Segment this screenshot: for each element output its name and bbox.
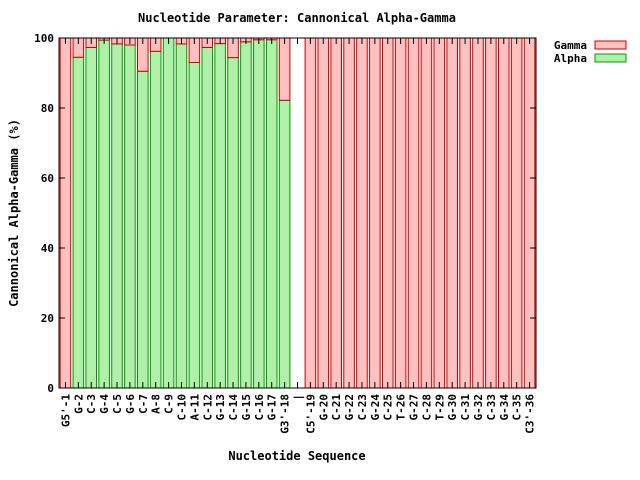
x-tick-label: A-11 (188, 394, 201, 421)
x-tick-label: C-23 (356, 394, 369, 421)
y-tick-label: 80 (41, 102, 54, 115)
x-tick-label: C-12 (201, 394, 214, 421)
x-tick-label: C-28 (420, 394, 433, 421)
bar-alpha-5 (124, 44, 136, 389)
x-tick-label: G-27 (408, 394, 421, 421)
bar-alpha-12 (214, 43, 226, 389)
bar-alpha-11 (201, 46, 214, 389)
bar-alpha-9 (175, 43, 188, 389)
x-tick-label: C-35 (511, 394, 524, 421)
x-tick-label: C-5 (111, 394, 124, 414)
bar-alpha-8 (162, 37, 175, 389)
chart-title: Nucleotide Parameter: Cannonical Alpha-G… (138, 11, 456, 25)
x-tick-label: G-30 (446, 394, 459, 421)
bar-gamma-24 (369, 37, 381, 389)
bar-alpha-4 (111, 43, 123, 389)
y-tick-label: 0 (47, 382, 54, 395)
bar-gamma-27 (407, 37, 420, 389)
bar-gamma-25 (381, 37, 394, 389)
bar-alpha-10 (188, 62, 201, 389)
x-axis: G5'-1 G-2 C-3 G-4 C-5 G-6 C-7 A-8 C-9 C-10 A-11 C-1… (59, 38, 537, 434)
bar-alpha-14 (240, 41, 252, 389)
bar-alpha-13 (227, 57, 239, 389)
bar-gamma-29 (433, 37, 446, 389)
y-axis: 0 20 40 60 80 100 (34, 32, 536, 395)
x-tick-label: C3'-36 (524, 394, 537, 434)
bar-gamma-31 (459, 37, 471, 389)
bar-gamma-30 (446, 37, 458, 389)
x-tick-label: T-26 (395, 394, 408, 421)
x-tick-label: C-16 (253, 394, 266, 421)
x-tick-label: G-2 (72, 394, 85, 414)
bar-gamma-35 (510, 37, 523, 389)
legend-swatch-gamma (594, 40, 627, 50)
bar-alpha-17 (278, 99, 291, 389)
bar-gamma-26 (394, 37, 407, 389)
bar-alpha-7 (149, 50, 162, 389)
bar-gamma-0 (59, 37, 72, 389)
x-tick-label: C-10 (175, 394, 188, 421)
y-axis-label: Cannonical Alpha-Gamma (%) (7, 119, 21, 307)
x-tick-label: G-4 (98, 394, 111, 414)
x-tick-label: G-6 (124, 394, 137, 414)
x-tick-label: G-34 (498, 394, 511, 421)
x-tick-label: T-29 (433, 394, 446, 421)
x-tick-label: G-17 (266, 394, 279, 421)
y-tick-label: 60 (41, 172, 54, 185)
bar-alpha-15 (253, 39, 265, 389)
y-tick-label: 100 (34, 32, 54, 45)
x-axis-label: Nucleotide Sequence (228, 449, 365, 463)
y-tick-label: 40 (41, 242, 54, 255)
bar-gamma-23 (356, 37, 368, 389)
x-tick-label: C-7 (137, 394, 150, 414)
x-tick-label: G5'-1 (59, 394, 72, 427)
x-tick-label: | (292, 394, 305, 401)
bars-layer (59, 37, 536, 389)
x-tick-label: C-21 (330, 394, 343, 421)
x-tick-label: C-3 (85, 394, 98, 414)
x-tick-label: C-33 (485, 394, 498, 421)
bar-gamma-33 (485, 37, 497, 389)
x-tick-label: G3'-18 (279, 394, 292, 434)
bar-alpha-6 (137, 70, 149, 389)
legend-label-gamma: Gamma (554, 39, 587, 52)
x-tick-label: C-14 (227, 394, 240, 421)
legend-label-alpha: Alpha (554, 52, 587, 65)
y-tick-label: 20 (41, 312, 54, 325)
x-tick-label: C-31 (459, 394, 472, 421)
legend-swatch-alpha (594, 53, 627, 63)
bar-gamma-21 (330, 37, 342, 389)
x-tick-label: G-13 (214, 394, 227, 421)
bar-alpha-16 (265, 39, 278, 389)
x-tick-label: C-25 (382, 394, 395, 421)
x-tick-label: G-24 (369, 394, 382, 421)
x-tick-label: G-22 (343, 394, 356, 421)
x-tick-label: A-8 (150, 394, 163, 414)
bar-gamma-36 (523, 37, 536, 389)
bar-gamma-28 (420, 37, 433, 389)
bar-alpha-3 (98, 39, 110, 389)
x-tick-label: G-32 (472, 394, 485, 421)
bar-alpha-2 (85, 46, 98, 389)
x-tick-label: C5'-19 (304, 394, 317, 434)
bar-gamma-34 (497, 37, 510, 389)
bar-gamma-19 (304, 37, 317, 389)
bar-alpha-1 (72, 56, 85, 389)
x-tick-label: G-20 (317, 394, 330, 421)
bar-gamma-22 (343, 37, 355, 389)
x-tick-label: C-9 (163, 394, 176, 414)
bar-gamma-17 (278, 37, 291, 101)
x-tick-label: G-15 (240, 394, 253, 421)
bar-gamma-20 (317, 37, 330, 389)
bar-gamma-32 (472, 37, 484, 389)
